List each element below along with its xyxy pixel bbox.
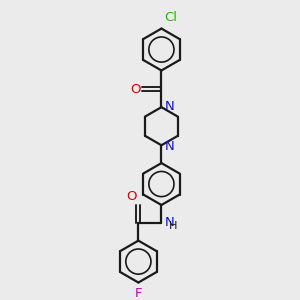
Text: O: O <box>130 83 141 96</box>
Text: H: H <box>169 221 178 231</box>
Text: N: N <box>165 100 175 113</box>
Text: F: F <box>135 287 142 300</box>
Text: N: N <box>165 140 175 153</box>
Text: O: O <box>127 190 137 203</box>
Text: Cl: Cl <box>164 11 177 24</box>
Text: N: N <box>164 216 174 229</box>
